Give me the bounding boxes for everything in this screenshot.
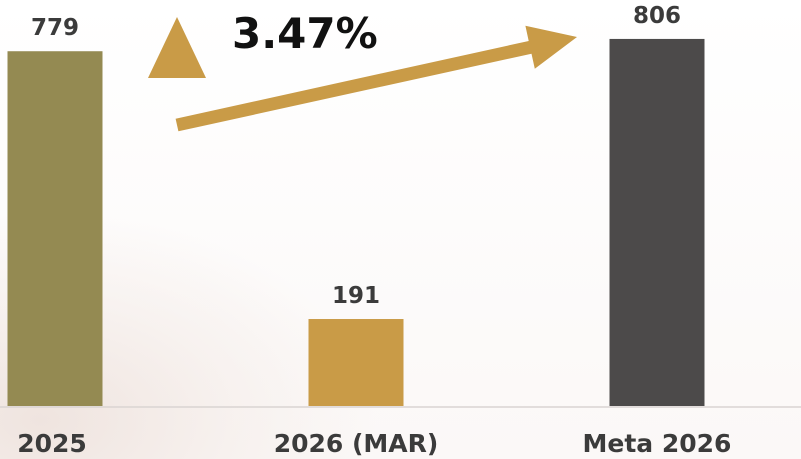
bar-0 <box>7 51 103 407</box>
category-label-0: 2025 <box>17 429 87 458</box>
category-labels-group: 2025 2026 (MAR) Meta 2026 <box>17 429 731 458</box>
value-label-0: 779 <box>31 15 79 41</box>
growth-percentage: 3.47% <box>232 9 378 58</box>
bars-group <box>7 38 705 407</box>
bar-2 <box>609 38 705 407</box>
value-label-1: 191 <box>332 283 380 309</box>
value-labels-group: 779 191 806 <box>31 3 681 309</box>
category-label-1: 2026 (MAR) <box>274 429 439 458</box>
category-label-2: Meta 2026 <box>583 429 732 458</box>
bar-1 <box>308 319 404 406</box>
value-label-2: 806 <box>633 3 681 29</box>
triangle-up-icon <box>148 17 206 78</box>
growth-arrow-icon <box>175 25 577 132</box>
